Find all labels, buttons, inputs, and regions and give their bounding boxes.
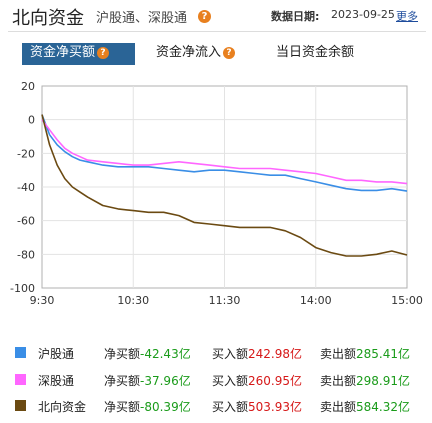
legend-buy-value: 260.95亿	[248, 374, 303, 388]
legend-sell-label: 卖出额	[320, 374, 357, 388]
net-buy-chart: 20 0 -20 -40 -60 -80 -100 9:30 10:30 11:30 14:00 1…	[10, 80, 423, 307]
header-divider	[8, 31, 426, 32]
tab-active-underline	[22, 63, 135, 65]
date-value: 2023-09-25	[331, 8, 395, 21]
legend-buy-label: 买入额	[212, 347, 249, 361]
legend-buy-value: 503.93亿	[248, 400, 303, 414]
legend-row-north: 北向资金 净买额-80.39亿 买入额503.93亿 卖出额584.32亿	[0, 395, 432, 419]
legend-net-sz: 净买额-37.96亿	[104, 372, 191, 389]
legend-swatch-north	[15, 400, 26, 411]
legend-buy-label: 买入额	[212, 400, 249, 414]
date-label: 数据日期:	[271, 10, 320, 23]
legend-buy-sz: 买入额260.95亿	[212, 372, 302, 389]
x-tick-label: 15:00	[391, 294, 423, 307]
legend-buy-north: 买入额503.93亿	[212, 398, 302, 415]
legend-sell-label: 卖出额	[320, 400, 357, 414]
legend-sell-value: 584.32亿	[356, 400, 411, 414]
legend-swatch-sh	[15, 347, 26, 358]
subtitle: 沪股通、深股通	[96, 11, 188, 26]
legend-buy-sh: 买入额242.98亿	[212, 345, 302, 362]
x-tick-label: 14:00	[300, 294, 332, 307]
legend-name-sz: 深股通	[38, 374, 75, 388]
x-tick-label: 10:30	[117, 294, 149, 307]
legend-sell-sz: 卖出额298.91亿	[320, 372, 410, 389]
legend-row-sz: 深股通 净买额-37.96亿 买入额260.95亿 卖出额298.91亿	[0, 369, 432, 393]
more-link[interactable]: 更多	[396, 10, 418, 23]
legend-sell-sh: 卖出额285.41亿	[320, 345, 410, 362]
y-tick-label: -80	[17, 248, 35, 261]
x-axis-labels: 9:30 10:30 11:30 14:00 15:00	[30, 294, 423, 307]
legend-net-label: 净买额	[104, 374, 141, 388]
legend-net-sh: 净买额-42.43亿	[104, 345, 191, 362]
series-line-0	[41, 114, 408, 192]
tab-net-buy-help-icon[interactable]: ?	[97, 47, 110, 59]
legend-sell-value: 298.91亿	[356, 374, 411, 388]
legend-net-label: 净买额	[104, 347, 141, 361]
legend-net-label: 净买额	[104, 400, 141, 414]
legend-sell-value: 285.41亿	[356, 347, 411, 361]
y-tick-label: 20	[21, 80, 35, 93]
tab-net-inflow-label: 资金净流入	[156, 45, 222, 60]
x-tick-label: 9:30	[30, 294, 55, 307]
legend-net-value: -37.96亿	[140, 374, 191, 388]
legend-net-value: -42.43亿	[140, 347, 191, 361]
legend-sell-label: 卖出额	[320, 347, 357, 361]
legend-row-sh: 沪股通 净买额-42.43亿 买入额242.98亿 卖出额285.41亿	[0, 342, 432, 366]
grid-lines	[42, 86, 407, 288]
help-icon[interactable]: ?	[198, 10, 211, 23]
series-line-2	[41, 114, 408, 257]
y-tick-label: 0	[28, 114, 35, 127]
tab-net-buy[interactable]: 资金净买额?	[22, 43, 135, 63]
legend-net-north: 净买额-80.39亿	[104, 398, 191, 415]
tab-daily-balance[interactable]: 当日资金余额	[276, 43, 354, 63]
legend-swatch-sz	[15, 374, 26, 385]
y-tick-label: -20	[17, 147, 35, 160]
legend-name-sh: 沪股通	[38, 347, 75, 361]
tab-daily-balance-label: 当日资金余额	[276, 45, 355, 60]
x-tick-label: 11:30	[209, 294, 241, 307]
y-tick-label: -40	[17, 181, 35, 194]
legend-buy-value: 242.98亿	[248, 347, 303, 361]
page-title: 北向资金	[12, 8, 84, 29]
tab-net-inflow-help-icon[interactable]: ?	[223, 47, 236, 59]
legend-net-value: -80.39亿	[140, 400, 191, 414]
tab-net-buy-label: 资金净买额	[30, 45, 96, 60]
series-line-1	[41, 119, 408, 185]
legend-name-north: 北向资金	[38, 400, 87, 414]
legend-buy-label: 买入额	[212, 374, 249, 388]
header: 北向资金 沪股通、深股通 ? 数据日期: 2023-09-25 更多	[0, 0, 432, 32]
series-lines	[41, 114, 408, 257]
tab-net-inflow[interactable]: 资金净流入?	[156, 43, 236, 63]
y-tick-label: -60	[17, 215, 35, 228]
y-tick-label: -100	[10, 282, 35, 295]
y-axis-labels: 20 0 -20 -40 -60 -80 -100	[10, 80, 35, 295]
legend-sell-north: 卖出额584.32亿	[320, 398, 410, 415]
